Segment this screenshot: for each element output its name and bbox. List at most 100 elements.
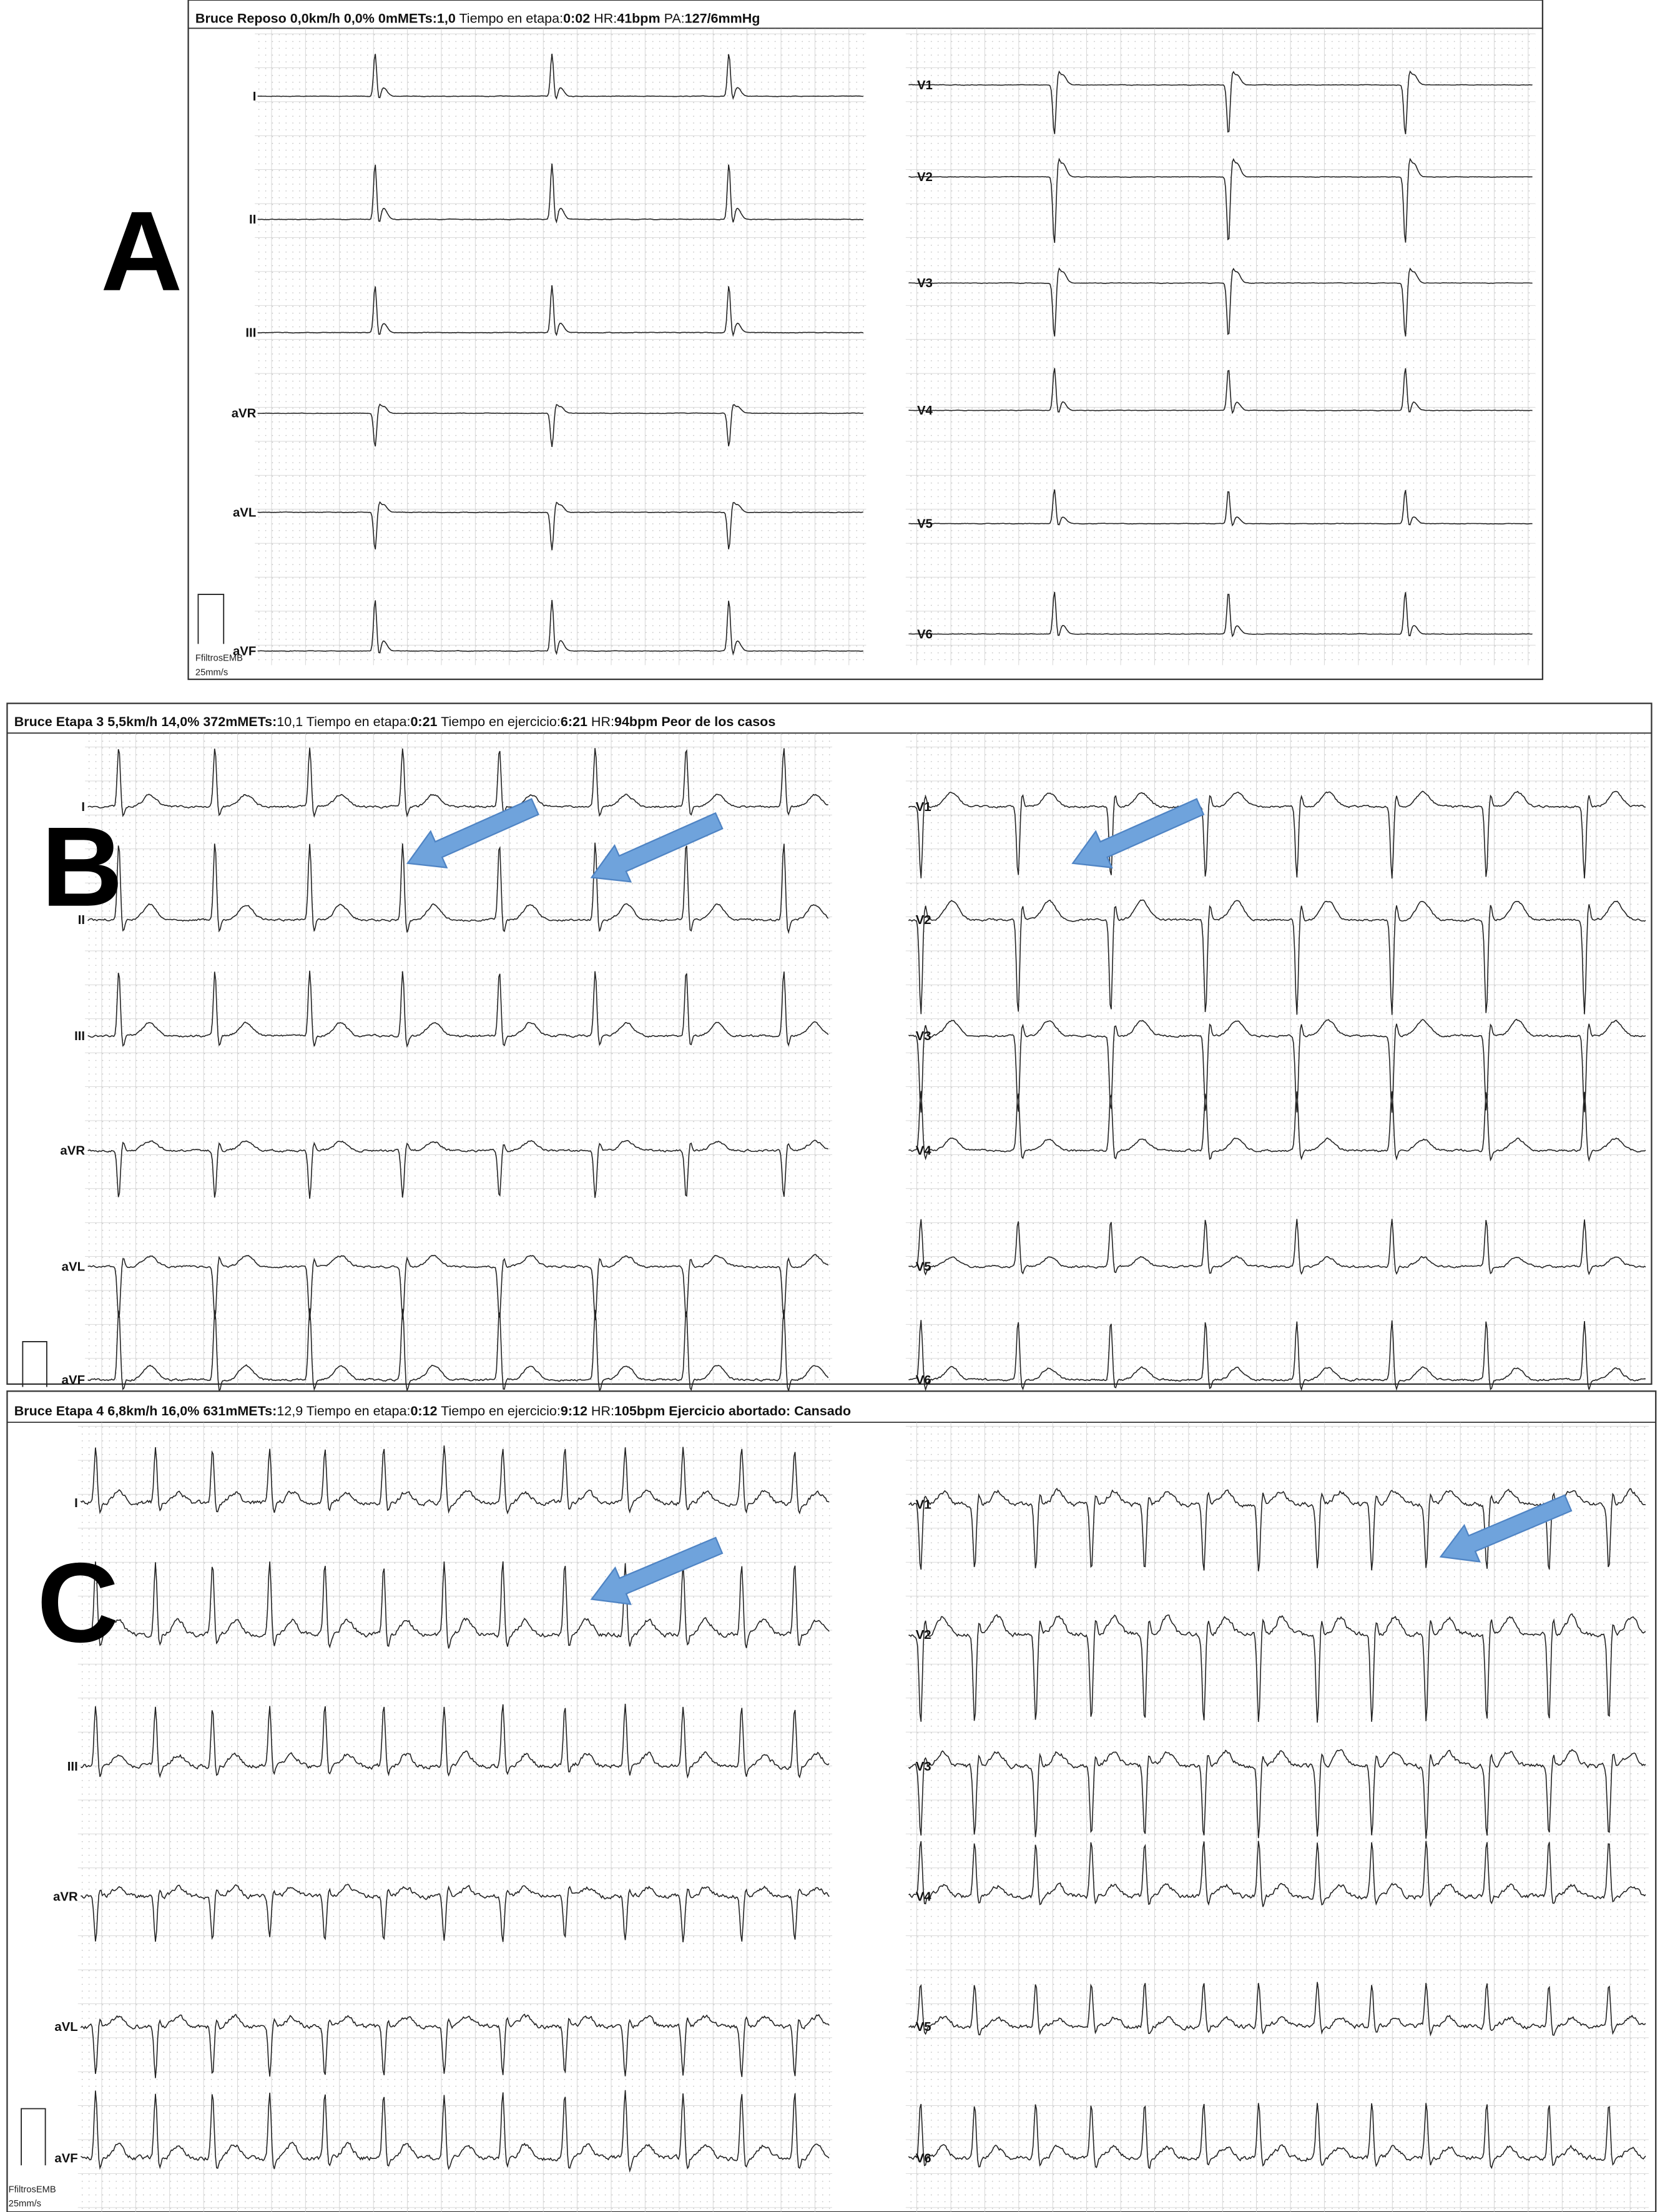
lead-label: aVR [53,1890,78,1904]
ecg-trace [87,970,829,1048]
ecg-panel: Bruce Etapa 4 6,8km/h 16,0% 631mMETs:12,… [6,1390,1657,2212]
ecg-trace [80,1445,830,1515]
footer-note: 25mm/s [9,2199,41,2209]
lead-label: V4 [916,1890,932,1904]
lead-label: III [67,1760,78,1774]
ecg-trace [257,285,863,337]
header-segment: 12,9 [277,1403,303,1418]
ecg-trace [257,163,863,224]
lead-label: aVL [233,506,256,519]
panel-letter: B [41,804,123,930]
header-segment: Etapa 4 6,8km/h 16,0% 631mMETs: [52,1403,277,1418]
ecg-trace [87,1254,829,1320]
ecg-trace [81,2090,830,2173]
lead-label: V6 [917,627,933,641]
ecg-trace [908,1487,1646,1571]
header-segment: Tiempo en ejercicio: [438,1403,561,1418]
lead-label: II [249,213,256,227]
ecg-trace [908,1749,1646,1839]
lead-label: aVF [233,645,256,659]
ecg-grid-major [905,1422,1649,2212]
lead-label: V3 [916,1030,931,1043]
lead-label: aVR [60,1144,85,1158]
annotation-arrow [590,812,724,883]
ecg-grid-major [77,1422,832,2212]
lead-label: V6 [916,1374,931,1387]
header-segment: PA: [661,11,685,26]
footer-note: FfiltrosEMB [195,654,243,664]
header-segment: HR: [590,11,617,26]
ecg-trace [908,489,1533,527]
annotation-arrow [590,1536,724,1605]
header-segment: 105bpm [614,1403,665,1418]
lead-label: V2 [917,170,933,184]
header-segment: 0:21 [410,714,437,729]
ecg-trace [908,1219,1646,1276]
ecg-trace [908,368,1533,415]
annotation-arrow [1071,798,1205,868]
header-segment: 1,0 [437,11,456,26]
header-segment: Tiempo en ejercicio: [438,714,561,729]
panel-letter: C [37,1540,119,1666]
ecg-trace [908,70,1533,135]
panel-header: Bruce Etapa 3 5,5km/h 14,0% 372mMETs:10,… [14,714,776,729]
ecg-trace [257,599,863,656]
ecg-panel: Bruce Reposo 0,0km/h 0,0% 0mMETs:1,0 Tie… [187,0,1544,681]
lead-label: aVF [54,2152,77,2166]
header-segment: 6:21 [561,714,587,729]
lead-label: V2 [916,1628,931,1642]
lead-label: I [81,800,85,814]
ecg-trace [87,1139,828,1199]
lead-label: V1 [916,800,931,814]
panel-letter: A [101,189,182,315]
lead-label: V4 [917,404,933,418]
header-segment: Tiempo en etapa: [303,714,410,729]
ecg-trace [908,267,1533,337]
ecg-trace [81,1884,830,1943]
header-segment: 10,1 [277,714,303,729]
lead-label: V6 [916,2152,931,2166]
header-segment: HR: [587,714,614,729]
header-segment: Bruce [14,714,52,729]
ecg-trace [908,1091,1646,1163]
header-segment: Bruce [14,1403,52,1418]
header-segment: Peor de los casos [657,714,775,729]
ecg-trace [80,1561,830,1649]
header-segment: Reposo 0,0km/h 0,0% 0mMETs: [233,11,437,26]
lead-label: V5 [916,2020,931,2034]
calibration-pulse [22,1341,47,1387]
lead-label: I [74,1497,78,1510]
ecg-trace [257,54,863,101]
ecg-grid-major [905,28,1536,666]
lead-label: III [74,1030,85,1043]
panel-header: Bruce Etapa 4 6,8km/h 16,0% 631mMETs:12,… [14,1403,851,1418]
header-segment: Etapa 3 5,5km/h 14,0% 372mMETs: [52,714,277,729]
lead-label: II [78,913,85,927]
ecg-trace [257,501,863,551]
footer-note: FfiltrosEMB [9,2185,56,2195]
header-segment: 9:12 [561,1403,587,1418]
ecg-trace [80,1703,830,1779]
lead-label: V2 [916,913,931,927]
ecg-trace [80,2013,830,2078]
lead-label: aVF [62,1374,85,1387]
ecg-trace [87,747,828,818]
header-segment: HR: [587,1403,614,1418]
calibration-pulse [21,2108,46,2166]
annotation-arrow [406,798,539,868]
ecg-trace [908,1841,1646,1907]
lead-label: V1 [916,1498,931,1512]
lead-label: V3 [916,1760,931,1774]
ecg-panel: Bruce Etapa 3 5,5km/h 14,0% 372mMETs:10,… [6,702,1653,1393]
lead-label: V3 [917,277,933,290]
header-segment: Tiempo en etapa: [303,1403,410,1418]
lead-label: V1 [917,79,933,92]
header-segment: Bruce [195,11,233,26]
header-segment: Ejercicio abortado: Cansado [665,1403,851,1418]
calibration-pulse [197,594,225,644]
header-segment: 0:12 [410,1403,437,1418]
header-segment: Tiempo en etapa: [456,11,563,26]
ecg-trace [908,1613,1646,1723]
lead-label: V4 [916,1144,932,1158]
ecg-trace [908,899,1646,1015]
